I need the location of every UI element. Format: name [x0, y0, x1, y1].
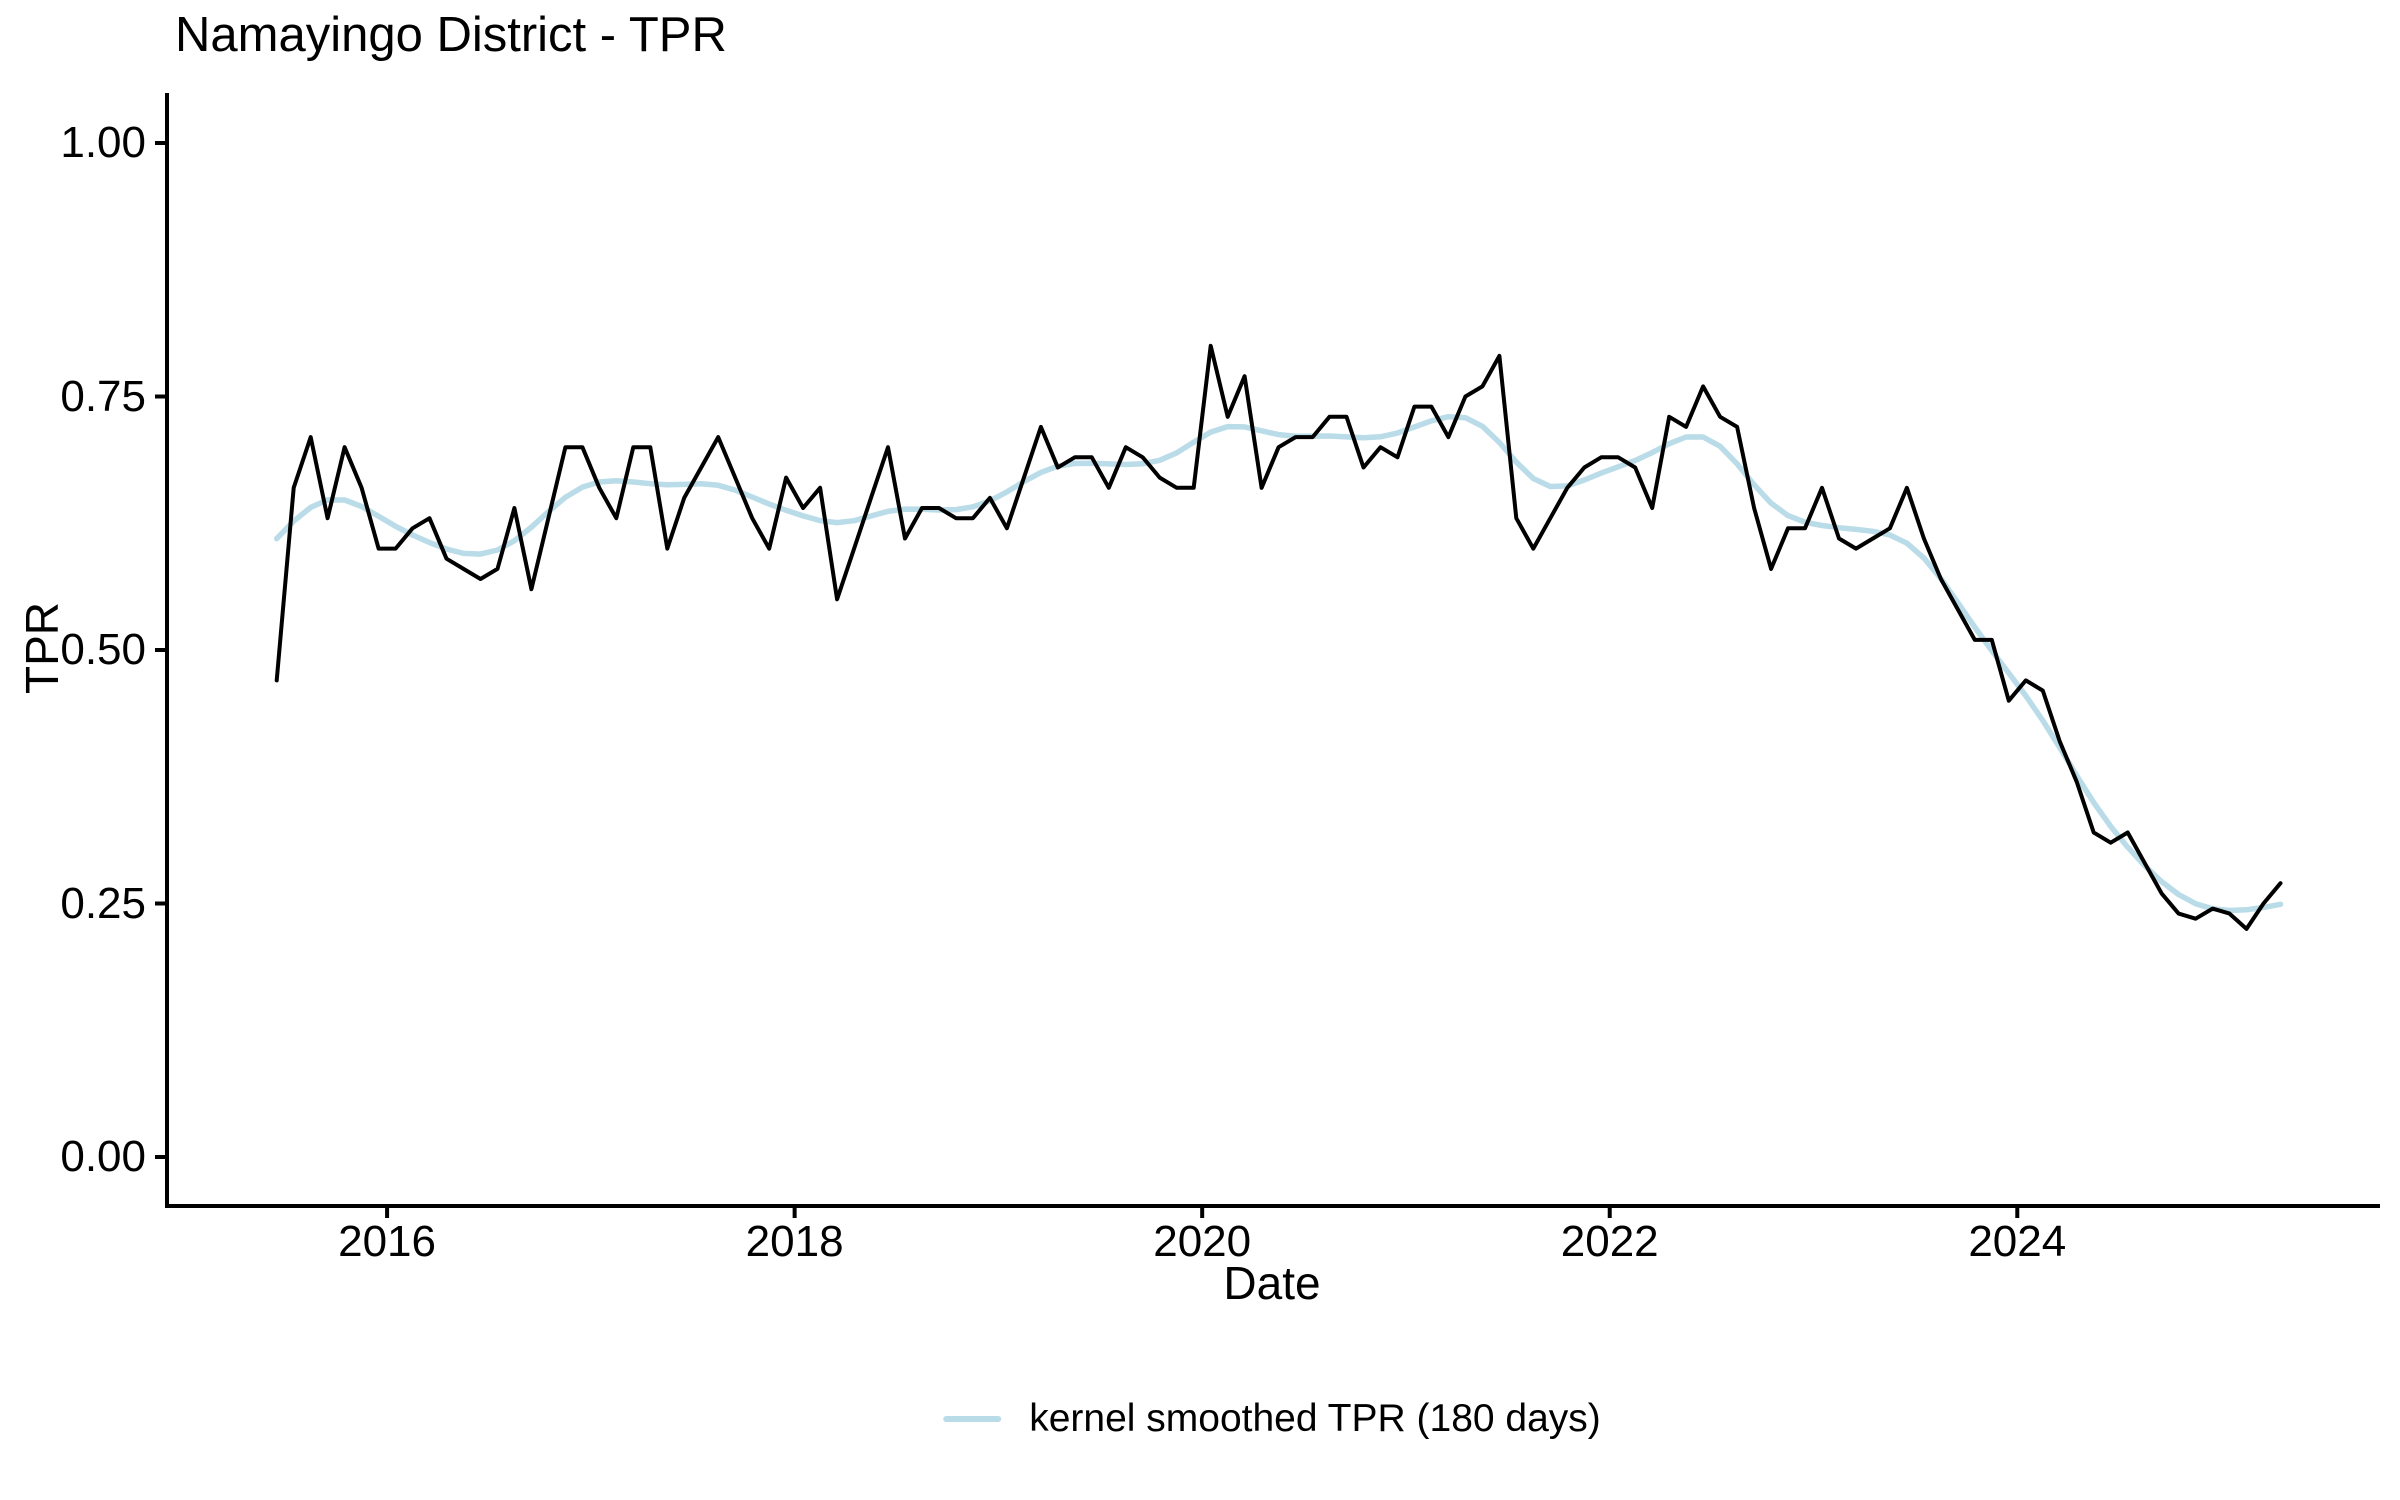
x-tick-label: 2018: [745, 1217, 844, 1266]
y-tick-label: 1.00: [60, 118, 146, 167]
x-tick-label: 2024: [1968, 1217, 2067, 1266]
y-tick-label: 0.00: [60, 1132, 146, 1181]
legend-label: kernel smoothed TPR (180 days): [1029, 1397, 1601, 1440]
y-tick-label: 0.75: [60, 371, 146, 421]
smoothed-tpr-line: [273, 413, 2284, 914]
x-tick-label: 2020: [1153, 1217, 1252, 1266]
legend: kernel smoothed TPR (180 days): [943, 1396, 1601, 1442]
y-tick-label: 0.50: [60, 625, 146, 674]
x-tick-label: 2022: [1560, 1217, 1659, 1266]
x-tick-label: 2016: [338, 1217, 436, 1266]
chart-title: Namayingo District - TPR: [175, 8, 727, 62]
tpr-line: [274, 343, 2283, 931]
y-tick-label: 0.25: [60, 878, 146, 928]
legend-line-swatch: [943, 1416, 1002, 1422]
x-axis-label: Date: [1223, 1257, 1321, 1309]
